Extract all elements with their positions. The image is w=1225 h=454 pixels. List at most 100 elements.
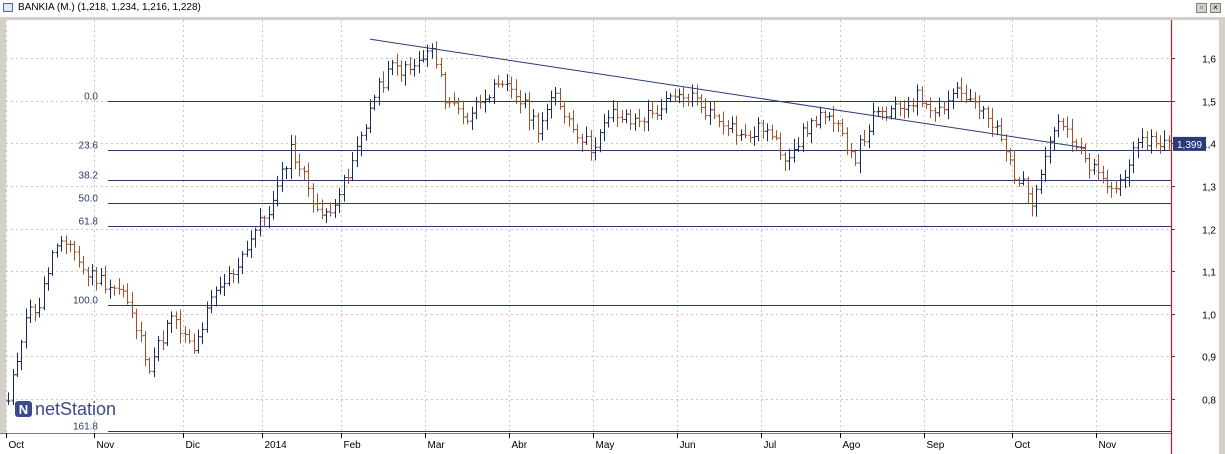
time-axis-label: Nov (97, 440, 115, 451)
price-bar (33, 303, 38, 322)
price-bar (668, 93, 673, 103)
price-bar (214, 286, 219, 307)
price-axis-label: 1,2 (1202, 226, 1216, 237)
price-bar (192, 333, 197, 354)
price-bar (227, 266, 232, 287)
price-bar (699, 94, 704, 114)
time-axis-panel (0, 433, 1171, 454)
price-bar (311, 183, 316, 213)
price-bar (995, 120, 1000, 136)
time-axis-label: Feb (344, 440, 362, 451)
price-axis-label: 0,9 (1202, 353, 1216, 364)
price-bar (778, 132, 783, 161)
price-bar (871, 102, 876, 136)
price-bar (258, 208, 263, 237)
price-bar (545, 103, 550, 130)
price-bar (801, 123, 806, 153)
price-bar (981, 105, 986, 119)
price-bar (805, 121, 810, 137)
price-bar (924, 100, 929, 109)
price-bar (571, 110, 576, 133)
price-bar (284, 166, 289, 179)
price-bar (584, 126, 589, 145)
price-bar (1017, 176, 1022, 187)
price-bar (1092, 158, 1097, 175)
fib-level-label: 100.0 (73, 296, 98, 307)
price-bar (646, 99, 651, 132)
time-axis-label: Ago (843, 440, 861, 451)
price-bar (809, 118, 814, 143)
price-bar (562, 102, 567, 124)
price-bar (483, 89, 488, 113)
price-bar (368, 99, 373, 133)
price-bar (1105, 169, 1110, 194)
price-bar (386, 61, 391, 91)
price-bar (986, 106, 991, 129)
restore-button[interactable]: ▫ (1196, 3, 1207, 13)
price-bar (906, 96, 911, 118)
price-bar (920, 86, 925, 108)
price-bar (262, 215, 267, 228)
price-bar (306, 162, 311, 197)
price-bar (1118, 174, 1123, 196)
price-bar (478, 94, 483, 109)
price-bar (703, 98, 708, 120)
time-axis-label: Sep (927, 440, 945, 451)
price-bar (19, 339, 24, 371)
price-bar (1026, 176, 1031, 204)
price-bar (902, 100, 907, 119)
price-bar (593, 137, 598, 161)
price-bar (787, 148, 792, 171)
price-bar (1127, 159, 1132, 187)
price-bar (977, 95, 982, 120)
price-bar (236, 258, 241, 284)
price-bar (81, 255, 86, 275)
price-bar (598, 129, 603, 153)
price-bar (549, 90, 554, 119)
price-bar (505, 74, 510, 92)
price-bar (1021, 171, 1026, 186)
price-bar (320, 199, 325, 220)
price-bar (165, 319, 170, 347)
price-bar (748, 130, 753, 143)
time-axis-label: 2014 (265, 440, 288, 451)
price-chart[interactable]: 0.0 23.6 38.2 50.0 61.8 100.0 161.8 0,8 0,9 1,0 1… (0, 17, 1225, 454)
time-axis-label: Oct (1015, 440, 1031, 451)
price-bar (1008, 148, 1013, 166)
price-bar (884, 106, 889, 122)
price-bar (359, 131, 364, 157)
price-bar (68, 240, 73, 253)
close-button[interactable]: × (1210, 3, 1221, 13)
price-bar (280, 162, 285, 192)
price-bar (730, 116, 735, 133)
price-bar (796, 137, 801, 153)
fib-level-label: 61.8 (79, 217, 99, 228)
price-bar (381, 71, 386, 93)
price-bar (862, 129, 867, 147)
fib-level-label: 50.0 (79, 194, 99, 205)
price-bar (443, 71, 448, 110)
price-bar (743, 124, 748, 139)
price-bar (324, 208, 329, 224)
time-axis-label: May (596, 440, 615, 451)
last-price-marker: 1,399 (1173, 136, 1206, 151)
price-bar (470, 106, 475, 131)
price-bar (558, 87, 563, 110)
price-bar (999, 117, 1004, 142)
price-bar (686, 93, 691, 107)
netstation-logo: N netStation (15, 399, 116, 419)
price-bar (611, 100, 616, 123)
price-bar (253, 227, 258, 248)
price-bar (249, 230, 254, 258)
price-bar (399, 60, 404, 82)
price-bar (959, 77, 964, 102)
price-bar (933, 107, 938, 122)
price-bar (911, 98, 916, 113)
price-bar (1087, 152, 1092, 179)
last-price-value: 1,399 (1177, 140, 1202, 151)
trendline[interactable] (369, 38, 1086, 149)
price-bar (624, 109, 629, 124)
price-bar (492, 79, 497, 105)
price-axis-labels: 0,8 0,9 1,0 1,1 1,2 1,3 1,4 1,5 1,6 (1171, 55, 1216, 407)
time-axis-labels: Oct Nov Dic 2014 Feb Mar Abr May Jun Jul Ago Sep Oct… (6, 433, 1116, 451)
